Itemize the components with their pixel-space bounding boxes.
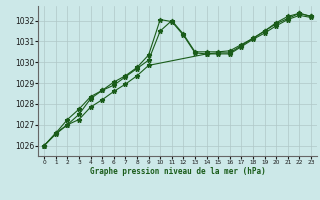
X-axis label: Graphe pression niveau de la mer (hPa): Graphe pression niveau de la mer (hPa) bbox=[90, 167, 266, 176]
